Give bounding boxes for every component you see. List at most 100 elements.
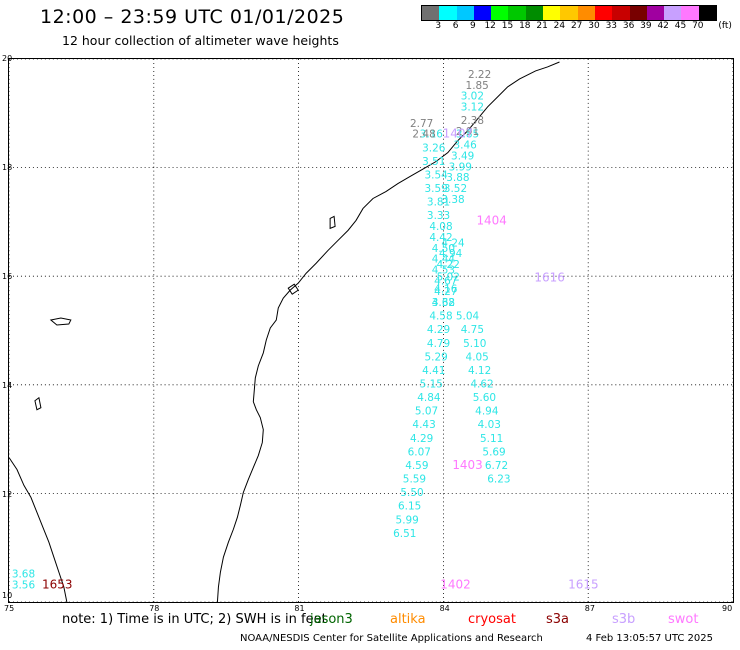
wave-height-label: 4.43	[412, 419, 435, 431]
wave-height-label: 4.67	[434, 275, 457, 287]
grid-lines	[9, 59, 733, 602]
wave-height-label: 4.53	[432, 264, 455, 276]
legend-label: 18	[519, 21, 531, 31]
y-tick-label: 20	[2, 54, 13, 63]
wave-height-label: 3.16	[420, 129, 443, 141]
wave-height-labels: 3.023.12 3.853.463.493.993.883.523.38 4.24…	[12, 69, 599, 591]
wave-height-label: 4.75	[461, 324, 484, 336]
wave-height-label: 3.59	[425, 183, 448, 195]
wave-height-label: 4.58	[429, 311, 452, 323]
satellite-legend-item: cryosat	[468, 612, 516, 627]
x-tick-label: 75	[4, 604, 15, 613]
wave-height-label: 6.72	[485, 460, 508, 472]
wave-height-label: 5.50	[400, 487, 423, 499]
wave-height-label: 5.60	[473, 392, 496, 404]
wave-height-label: 3.85	[456, 129, 479, 141]
legend-label: 15	[501, 21, 514, 31]
wave-height-label: 4.62	[470, 379, 493, 391]
legend-label: 33	[605, 21, 618, 31]
wave-height-label: 4.84	[417, 392, 441, 404]
island-outline	[49, 317, 72, 326]
wave-height-label: 4.27	[434, 286, 457, 298]
wave-height-label: 3.52	[444, 183, 467, 195]
x-tick-label: 87	[584, 604, 595, 613]
wave-height-label: 4.29	[410, 433, 433, 445]
wave-height-label: 6.51	[393, 528, 416, 540]
y-tick-label: 14	[2, 381, 13, 390]
wave-height-label: 5.10	[463, 338, 486, 350]
wave-height-label: 4.50	[432, 243, 455, 255]
wave-height-label: 2.48	[412, 129, 435, 141]
wave-height-label: 5.99	[396, 514, 419, 526]
legend-label: 70	[692, 21, 704, 31]
wave-height-label: 2.22	[468, 69, 491, 81]
coastline	[216, 61, 560, 602]
legend-label: 36	[622, 21, 635, 31]
x-tick-label: 81	[294, 604, 305, 613]
legend-unit: (ft)	[718, 21, 732, 31]
legend-swatch	[560, 6, 578, 20]
coastline-west	[9, 457, 68, 602]
satellite-legend-item: s3b	[612, 612, 636, 627]
wave-height-label: 2.38	[461, 115, 484, 127]
legend-label: 3	[435, 21, 442, 31]
wave-height-label: 5.29	[425, 351, 448, 363]
wave-height-label: 4.94	[475, 406, 499, 418]
wave-height-label: 3.68	[12, 569, 35, 581]
legend-swatch	[508, 6, 526, 20]
pass-id-label: 1615	[568, 577, 598, 591]
legend-swatch	[698, 6, 717, 20]
legend-swatch	[473, 6, 492, 20]
wave-height-label: 5.11	[480, 433, 503, 445]
wave-height-label: 4.24	[441, 237, 465, 249]
generated-timestamp: 4 Feb 13:05:57 UTC 2025	[586, 633, 713, 644]
y-tick-label: 16	[2, 272, 13, 281]
wave-height-label: 4.22	[437, 259, 460, 271]
legend-label: 30	[588, 21, 600, 31]
wave-height-label: 3.54	[425, 169, 449, 181]
wave-height-label: 4.59	[405, 460, 428, 472]
wave-height-label: 4.12	[468, 365, 491, 377]
wave-height-label: 5.07	[415, 406, 438, 418]
pass-id-label: 1407	[443, 127, 473, 141]
wave-height-label: 3.56	[12, 579, 35, 591]
legend-swatch	[525, 6, 544, 20]
legend-label: 39	[640, 21, 652, 31]
wave-height-label: 3.26	[422, 142, 445, 154]
legend-swatch	[439, 6, 457, 20]
legend-swatch	[681, 6, 699, 20]
wave-height-label: 4.29	[427, 324, 450, 336]
wave-height-label: 4.42	[429, 232, 452, 244]
wave-height-label: 4.32	[432, 297, 455, 309]
x-tick-label: 84	[439, 604, 450, 613]
wave-height-label: 4.05	[466, 351, 489, 363]
wave-height-label: 1.85	[466, 80, 489, 92]
legend-swatch	[456, 6, 474, 20]
wave-height-label: 3.12	[461, 102, 484, 114]
legend-label: 21	[536, 21, 548, 31]
legend-swatch	[577, 6, 595, 20]
satellite-legend-item: jason3	[310, 612, 353, 627]
wave-height-label: 5.15	[420, 379, 443, 391]
wave-height-label: 2.91	[456, 126, 479, 138]
chart-subtitle: 12 hour collection of altimeter wave hei…	[62, 33, 339, 48]
wave-height-label: 3.38	[441, 194, 464, 206]
wave-height-label: 3.33	[427, 210, 450, 222]
footer-note: note: 1) Time is in UTC; 2) SWH is in fe…	[62, 612, 327, 627]
wave-height-label: 5.69	[482, 446, 505, 458]
wave-height-label: 6.15	[398, 501, 421, 513]
legend-swatch	[664, 6, 682, 20]
legend-swatch	[629, 6, 647, 20]
pass-id-label: 1403	[452, 458, 482, 472]
credit-text: NOAA/NESDIS Center for Satellite Applica…	[240, 633, 543, 644]
wave-height-label: 4.94	[439, 248, 463, 260]
wave-height-label: 2.77	[410, 118, 433, 130]
chart-title: 12:00 – 23:59 UTC 01/01/2025	[40, 6, 345, 28]
pass-id-label: 1616	[534, 271, 564, 285]
wave-height-label: 3.02	[461, 91, 484, 103]
legend-swatch	[646, 6, 665, 20]
y-tick-label: 10	[2, 591, 13, 600]
legend-swatch	[422, 6, 440, 20]
legend-label: 6	[452, 21, 459, 31]
wave-height-label: 5.04	[456, 311, 480, 323]
